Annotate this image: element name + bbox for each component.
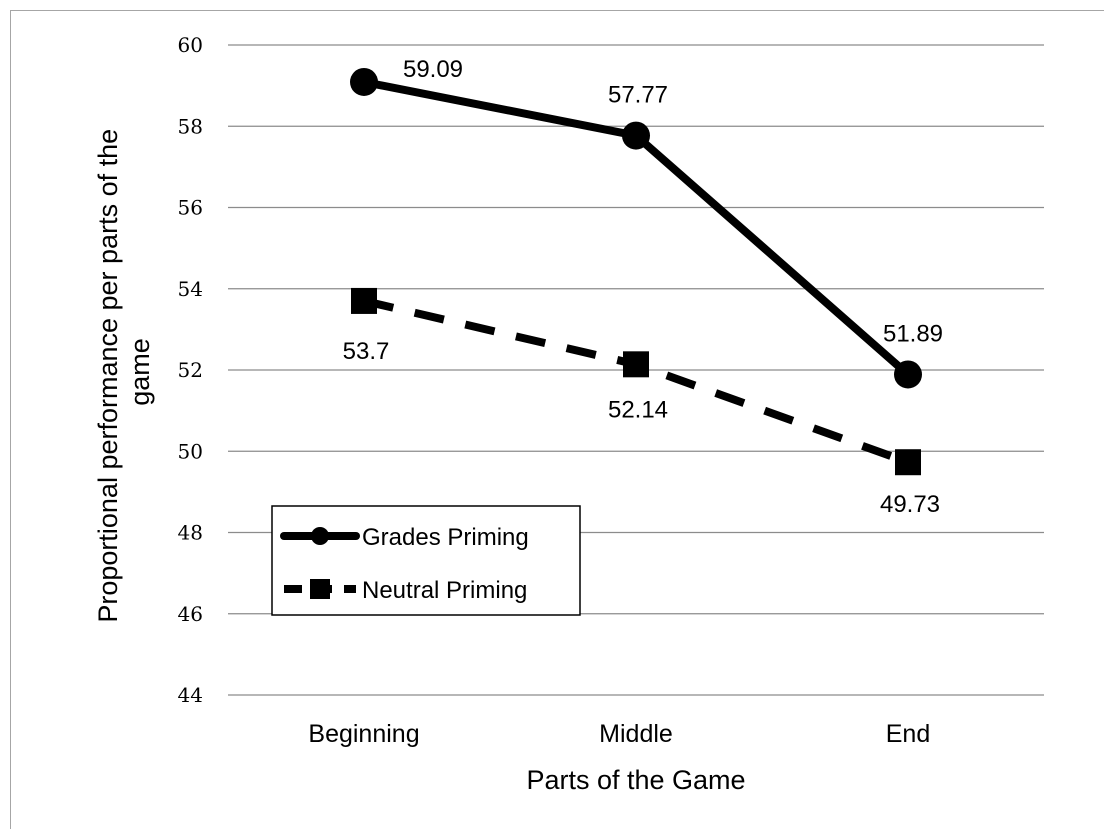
y-tick-label: 50 — [178, 439, 203, 463]
y-axis-title: Proportional performance per parts of th… — [93, 121, 155, 622]
data-point-grades — [350, 67, 378, 96]
x-axis-title: Parts of the Game — [526, 765, 745, 795]
y-tick-label: 60 — [178, 33, 203, 57]
data-point-neutral — [351, 287, 377, 314]
series-markers — [350, 67, 922, 476]
y-axis-title-line-1: Proportional performance per parts of th… — [93, 129, 123, 623]
data-label: 59.09 — [403, 56, 463, 83]
y-axis-title-line-2: game — [125, 338, 155, 406]
data-point-grades — [622, 121, 650, 150]
y-tick-label: 52 — [178, 358, 203, 382]
x-tick-labels: Beginning Middle End — [308, 720, 930, 748]
series-line-neutral-priming — [363, 297, 910, 466]
x-tick-label: Middle — [599, 720, 673, 748]
data-labels: 59.09 57.77 51.89 53.7 52.14 49.73 — [343, 56, 943, 518]
data-point-neutral — [895, 449, 921, 476]
legend-box — [271, 505, 581, 616]
legend: Grades Priming Neutral Priming — [271, 505, 581, 616]
data-label: 49.73 — [880, 491, 940, 518]
y-tick-label: 48 — [178, 521, 203, 545]
data-label: 51.89 — [883, 320, 943, 347]
legend-marker-grades — [311, 527, 329, 545]
legend-marker-neutral — [310, 579, 330, 599]
y-tick-label: 44 — [178, 683, 203, 707]
data-label: 52.14 — [608, 396, 668, 423]
y-tick-label: 46 — [178, 602, 203, 626]
chart-frame — [10, 10, 1104, 829]
data-point-neutral — [623, 351, 649, 378]
y-tick-label: 56 — [178, 196, 203, 220]
legend-label-grades: Grades Priming — [362, 524, 529, 551]
y-tick-label: 58 — [178, 114, 203, 138]
data-label: 53.7 — [343, 338, 390, 365]
x-tick-label: Beginning — [308, 720, 419, 748]
data-label: 57.77 — [608, 82, 668, 109]
legend-label-neutral: Neutral Priming — [362, 577, 527, 604]
y-tick-labels: 44 46 48 50 52 54 56 58 60 — [178, 33, 203, 707]
y-tick-label: 54 — [178, 277, 203, 301]
x-tick-label: End — [886, 720, 930, 748]
data-point-grades — [894, 360, 922, 389]
